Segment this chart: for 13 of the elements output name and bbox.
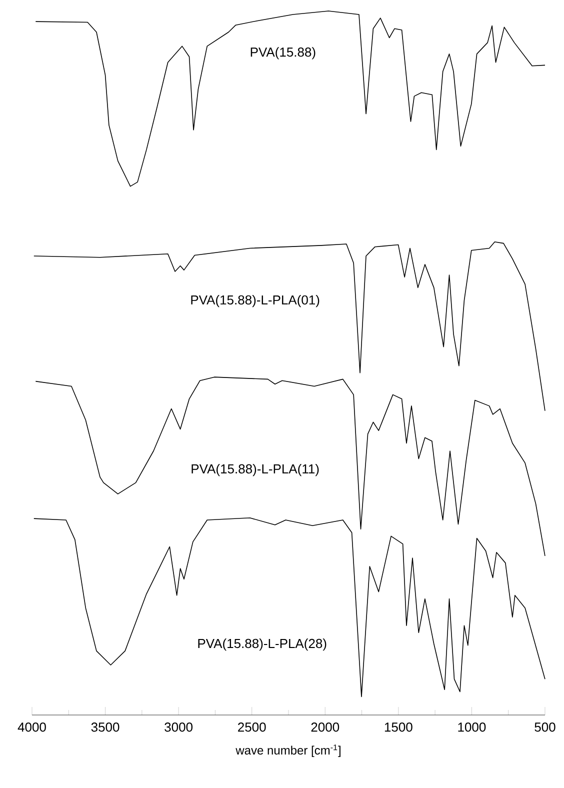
x-tick-label: 2500 bbox=[238, 722, 266, 732]
text: PVA(15.88)-L-PLA(28) bbox=[198, 638, 326, 651]
text: PVA(15.88)-L-PLA(11) bbox=[192, 464, 319, 476]
series-label: PVA(15.88)-L-PLA(01) bbox=[191, 294, 320, 308]
x-axis-title: wave number [cm$^{-1}$] bbox=[236, 744, 340, 757]
x-tick-label: 1500 bbox=[384, 722, 412, 732]
x-tick-label: 2000 bbox=[311, 722, 340, 732]
x-tick-label: 3500 bbox=[91, 722, 120, 732]
x-tick-label: 1000 bbox=[458, 722, 486, 732]
series-label: PVA(15.88) bbox=[250, 47, 316, 60]
x-tick-label: 500 bbox=[534, 722, 556, 732]
x-tick-label: 3000 bbox=[164, 722, 193, 732]
x-tick-label: 4000 bbox=[18, 722, 46, 732]
